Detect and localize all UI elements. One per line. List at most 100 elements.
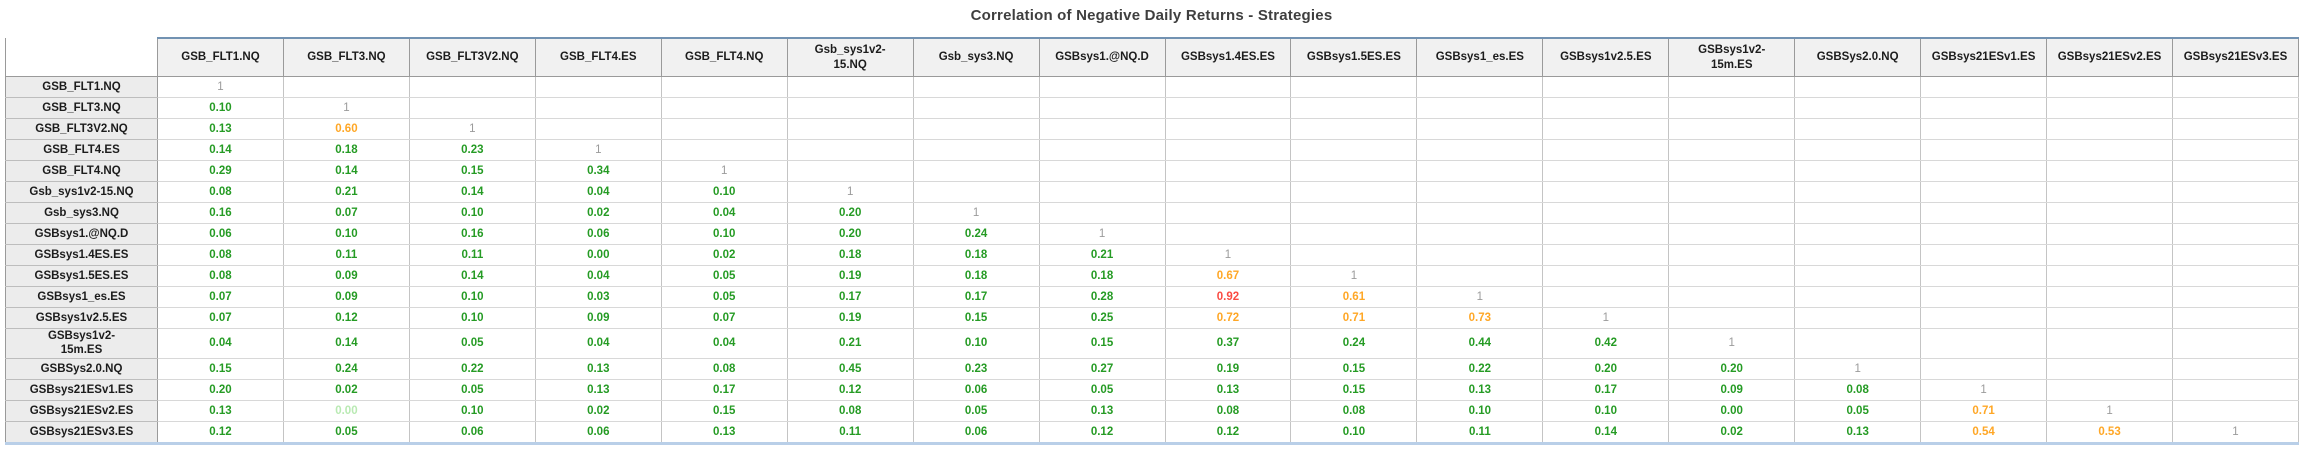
empty-cell <box>1794 202 1922 224</box>
matrix-cell: 0.13 <box>157 399 284 422</box>
matrix-cell: 0.13 <box>534 357 662 380</box>
matrix-cell: 0.18 <box>786 244 914 266</box>
empty-cell <box>2172 399 2299 422</box>
matrix-cell: 0.13 <box>660 420 788 444</box>
matrix-cell: 0.54 <box>1920 420 2048 444</box>
table-row: GSBsys1v2- 15m.ES 0.04 0.14 0.05 0.04 0.04 0.2… <box>5 328 2299 359</box>
empty-cell <box>1794 328 1922 359</box>
row-header: GSBSys2.0.NQ <box>5 357 158 380</box>
matrix-cell: 0.12 <box>1164 420 1292 444</box>
matrix-cell: 0.21 <box>282 181 410 203</box>
column-header: GSB_FLT1.NQ <box>157 37 284 77</box>
matrix-cell: 0.07 <box>157 286 284 308</box>
empty-cell <box>534 118 662 140</box>
empty-cell <box>282 76 410 98</box>
table-row: GSBsys21ESv3.ES 0.12 0.05 0.06 0.06 0.13 0.11 0… <box>5 420 2299 444</box>
row-header: GSB_FLT1.NQ <box>5 76 158 98</box>
empty-cell <box>1920 139 2048 161</box>
matrix-cell: 0.11 <box>1416 420 1544 444</box>
empty-cell <box>1416 118 1544 140</box>
matrix-cell: 0.10 <box>408 399 536 422</box>
matrix-cell: 0.25 <box>1038 307 1166 329</box>
matrix-cell: 0.12 <box>157 420 284 444</box>
matrix-cell: 0.12 <box>1038 420 1166 444</box>
matrix-cell: 0.42 <box>1542 328 1670 359</box>
matrix-cell: 0.17 <box>786 286 914 308</box>
matrix-cell: 0.92 <box>1164 286 1292 308</box>
matrix-cell: 0.04 <box>660 328 788 359</box>
matrix-cell: 0.10 <box>660 223 788 245</box>
matrix-cell: 0.06 <box>912 378 1040 401</box>
table-row: GSBsys1.4ES.ES 0.08 0.11 0.11 0.00 0.02 0.18 0.… <box>5 244 2299 266</box>
empty-cell <box>1416 223 1544 245</box>
empty-cell <box>1542 265 1670 287</box>
matrix-cell: 0.12 <box>786 378 914 401</box>
matrix-cell: 0.17 <box>912 286 1040 308</box>
matrix-cell: 0.05 <box>408 378 536 401</box>
matrix-cell: 0.18 <box>1038 265 1166 287</box>
matrix-cell: 0.05 <box>408 328 536 359</box>
empty-cell <box>1542 97 1670 119</box>
matrix-cell: 0.28 <box>1038 286 1166 308</box>
matrix-cell: 1 <box>660 160 788 182</box>
row-header: GSB_FLT3.NQ <box>5 97 158 119</box>
empty-cell <box>786 139 914 161</box>
empty-cell <box>1164 181 1292 203</box>
matrix-cell: 0.08 <box>1290 399 1418 422</box>
matrix-cell: 0.02 <box>1668 420 1796 444</box>
empty-cell <box>2046 357 2173 380</box>
matrix-cell: 0.09 <box>534 307 662 329</box>
matrix-cell: 0.05 <box>1794 399 1922 422</box>
matrix-cell: 0.13 <box>1794 420 1922 444</box>
matrix-cell: 0.13 <box>157 118 284 140</box>
empty-cell <box>2046 139 2173 161</box>
matrix-cell: 0.61 <box>1290 286 1418 308</box>
row-header: GSBsys1v2.5.ES <box>5 307 158 329</box>
matrix-cell: 0.13 <box>534 378 662 401</box>
empty-cell <box>2172 357 2299 380</box>
empty-cell <box>2046 118 2173 140</box>
matrix-cell: 1 <box>534 139 662 161</box>
empty-cell <box>2046 223 2173 245</box>
matrix-cell: 0.15 <box>157 357 284 380</box>
matrix-cell: 0.18 <box>912 265 1040 287</box>
empty-cell <box>2046 97 2173 119</box>
empty-cell <box>534 97 662 119</box>
matrix-cell: 0.20 <box>1542 357 1670 380</box>
column-header: GSBSys2.0.NQ <box>1794 37 1922 77</box>
empty-cell <box>2172 202 2299 224</box>
matrix-cell: 0.23 <box>912 357 1040 380</box>
matrix-cell: 0.19 <box>786 307 914 329</box>
empty-cell <box>1416 97 1544 119</box>
empty-cell <box>1794 265 1922 287</box>
matrix-cell: 1 <box>1794 357 1922 380</box>
table-row: GSB_FLT4.NQ 0.29 0.14 0.15 0.34 1 <box>5 160 2299 182</box>
table-row: GSBSys2.0.NQ 0.15 0.24 0.22 0.13 0.08 0.45 0.23… <box>5 357 2299 380</box>
correlation-matrix: GSB_FLT1.NQ GSB_FLT3.NQ GSB_FLT3V2.NQ GSB_F… <box>5 37 2299 445</box>
table-row: GSB_FLT4.ES 0.14 0.18 0.23 1 <box>5 139 2299 161</box>
matrix-cell: 0.60 <box>282 118 410 140</box>
column-header: GSBsys1.5ES.ES <box>1290 37 1418 77</box>
column-header: GSBsys21ESv2.ES <box>2046 37 2173 77</box>
column-header: GSBsys1_es.ES <box>1416 37 1544 77</box>
matrix-cell: 0.15 <box>912 307 1040 329</box>
empty-cell <box>2046 307 2173 329</box>
matrix-cell: 1 <box>282 97 410 119</box>
empty-cell <box>1542 160 1670 182</box>
table-row: GSB_FLT3.NQ 0.10 1 <box>5 97 2299 119</box>
matrix-cell: 0.16 <box>408 223 536 245</box>
column-header: GSBsys1v2- 15m.ES <box>1668 37 1796 77</box>
empty-cell <box>1794 118 1922 140</box>
empty-cell <box>1920 97 2048 119</box>
matrix-cell: 0.15 <box>660 399 788 422</box>
matrix-cell: 0.10 <box>408 286 536 308</box>
empty-cell <box>1416 139 1544 161</box>
row-header: Gsb_sys1v2-15.NQ <box>5 181 158 203</box>
matrix-cell: 0.10 <box>912 328 1040 359</box>
empty-cell <box>1794 160 1922 182</box>
empty-cell <box>2172 244 2299 266</box>
matrix-cell: 0.20 <box>786 202 914 224</box>
table-row: GSBsys21ESv2.ES 0.13 0.00 0.10 0.02 0.15 0.08 0… <box>5 399 2299 422</box>
row-header: Gsb_sys3.NQ <box>5 202 158 224</box>
matrix-cell: 0.13 <box>1038 399 1166 422</box>
